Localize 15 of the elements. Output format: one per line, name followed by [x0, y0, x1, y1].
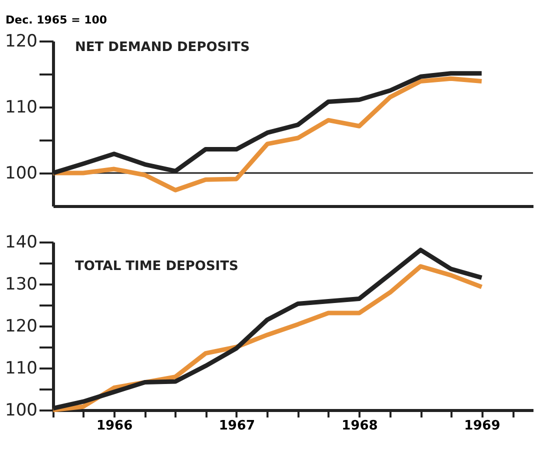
y-tick-label: 100: [5, 164, 38, 184]
y-tick-label: 140: [5, 232, 38, 252]
y-axis-title: Dec. 1965 = 100: [6, 14, 108, 26]
y-tick-label: 110: [5, 358, 38, 378]
chart-title: NET DEMAND DEPOSITS: [75, 40, 250, 55]
x-tick-label: 1968: [342, 418, 378, 434]
y-tick-label: 120: [5, 32, 38, 52]
y-tick-label: 120: [5, 316, 38, 336]
x-tick-label: 1967: [218, 418, 256, 434]
text: TOTAL TIME DEPOSITS: [75, 259, 238, 274]
y-tick-label: 110: [5, 98, 38, 118]
y-tick-label: 130: [5, 274, 38, 294]
x-tick-label: 1966: [96, 418, 133, 434]
x-tick-label: 1969: [464, 418, 500, 434]
y-tick-label: 100: [5, 400, 38, 420]
